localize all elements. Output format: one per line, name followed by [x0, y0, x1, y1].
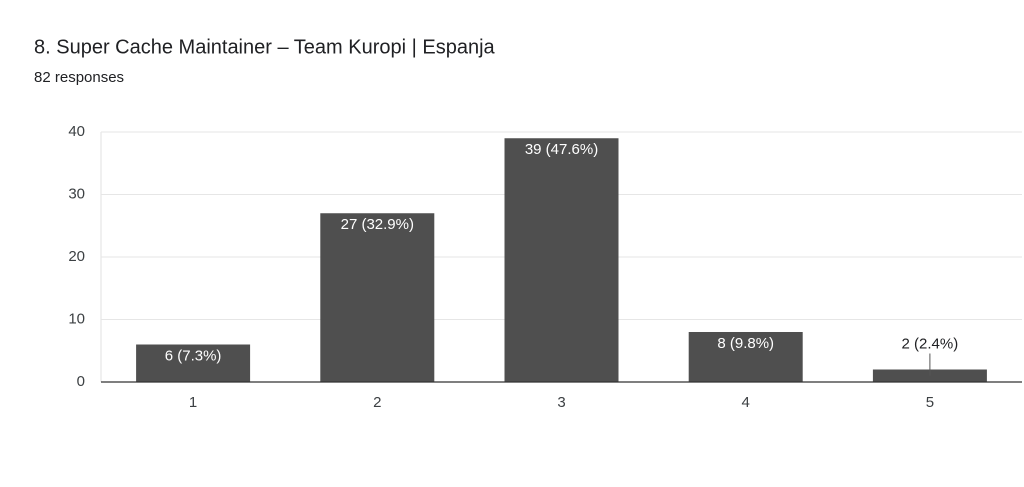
- x-tick-label: 2: [373, 394, 381, 411]
- x-tick-label: 4: [742, 394, 750, 411]
- value-label: 6 (7.3%): [165, 347, 222, 364]
- bar: [688, 332, 803, 382]
- y-tick-label: 0: [77, 373, 85, 390]
- value-label: 39 (47.6%): [525, 141, 598, 158]
- x-tick-label: 3: [557, 394, 565, 411]
- y-tick-label: 10: [68, 310, 85, 327]
- bar: [504, 138, 619, 382]
- bar: [136, 344, 251, 382]
- bar: [320, 213, 435, 382]
- y-tick-label: 20: [68, 248, 85, 265]
- x-tick-label: 1: [189, 394, 197, 411]
- chart-title: 8. Super Cache Maintainer – Team Kuropi …: [34, 36, 496, 58]
- y-tick-label: 40: [68, 123, 85, 140]
- value-label: 8 (9.8%): [717, 335, 774, 352]
- value-label: 2 (2.4%): [902, 335, 959, 352]
- x-tick-label: 5: [926, 394, 934, 411]
- chart-subtitle: 82 responses: [34, 69, 124, 86]
- value-label: 27 (32.9%): [341, 216, 414, 233]
- y-tick-label: 30: [68, 185, 85, 202]
